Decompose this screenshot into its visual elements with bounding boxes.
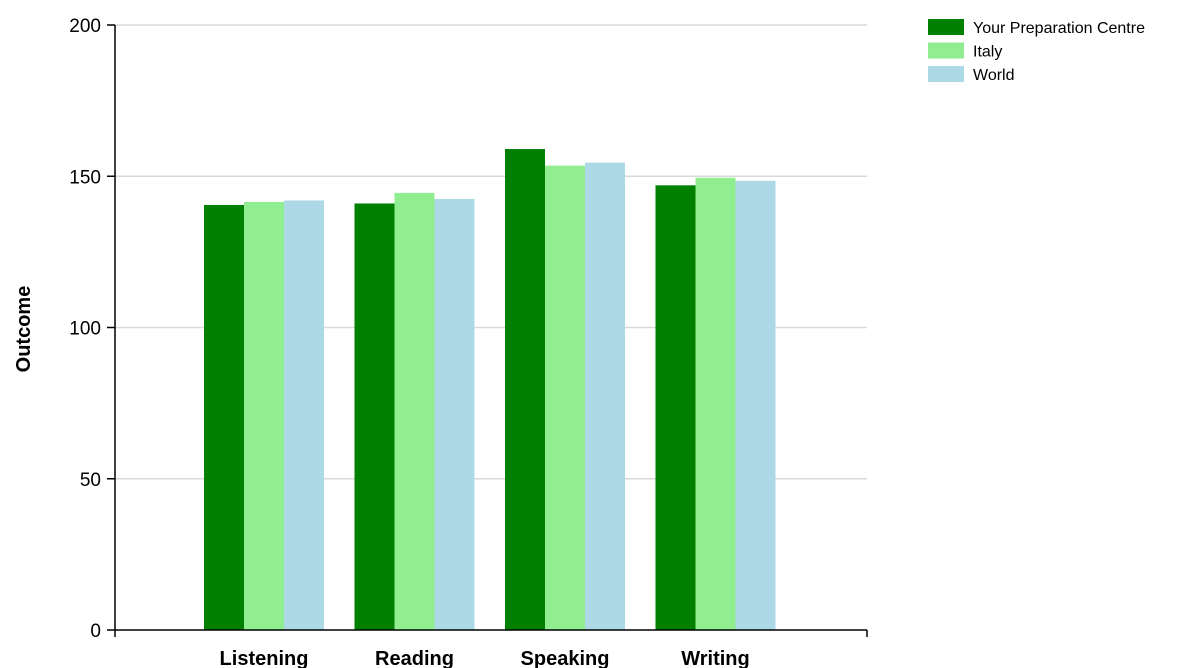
y-tick-label: 50 — [80, 470, 101, 491]
y-tick-label: 150 — [69, 167, 101, 188]
x-tick-label-speaking: Speaking — [521, 648, 610, 668]
y-tick-label: 200 — [69, 16, 101, 37]
bar-reading-your-preparation-centre — [354, 203, 395, 630]
bar-speaking-your-preparation-centre — [505, 149, 545, 630]
x-tick-label-reading: Reading — [375, 648, 454, 668]
bar-reading-world — [434, 198, 475, 630]
bar-listening-world — [284, 200, 324, 630]
bar-speaking-world — [585, 162, 625, 630]
bar-speaking-italy — [545, 165, 585, 630]
bar-writing-your-preparation-centre — [655, 185, 696, 630]
legend-label: World — [973, 67, 1015, 84]
legend: Your Preparation Centre Italy World — [928, 19, 1145, 84]
legend-swatch — [928, 42, 964, 59]
x-tick-label-listening: Listening — [220, 648, 309, 668]
x-tick-labels: Listening Reading Speaking Writing — [220, 648, 750, 668]
y-tick-label: 100 — [69, 319, 101, 340]
legend-swatch — [928, 66, 964, 82]
bar-reading-italy — [394, 192, 435, 630]
y-tick-labels: 0 50 100 150 200 — [69, 16, 101, 642]
legend-label: Italy — [973, 44, 1002, 61]
bar-listening-your-preparation-centre — [204, 204, 244, 631]
legend-label: Your Preparation Centre — [973, 20, 1145, 37]
legend-swatch — [928, 19, 964, 35]
bar-writing-italy — [695, 177, 736, 630]
axes — [107, 24, 868, 637]
y-axis-label: Outcome — [13, 286, 35, 373]
bar-listening-italy — [244, 201, 284, 630]
x-tick-label-writing: Writing — [681, 648, 750, 668]
bars — [204, 149, 776, 631]
y-tick-label: 0 — [90, 621, 101, 642]
bar-writing-world — [735, 180, 776, 630]
